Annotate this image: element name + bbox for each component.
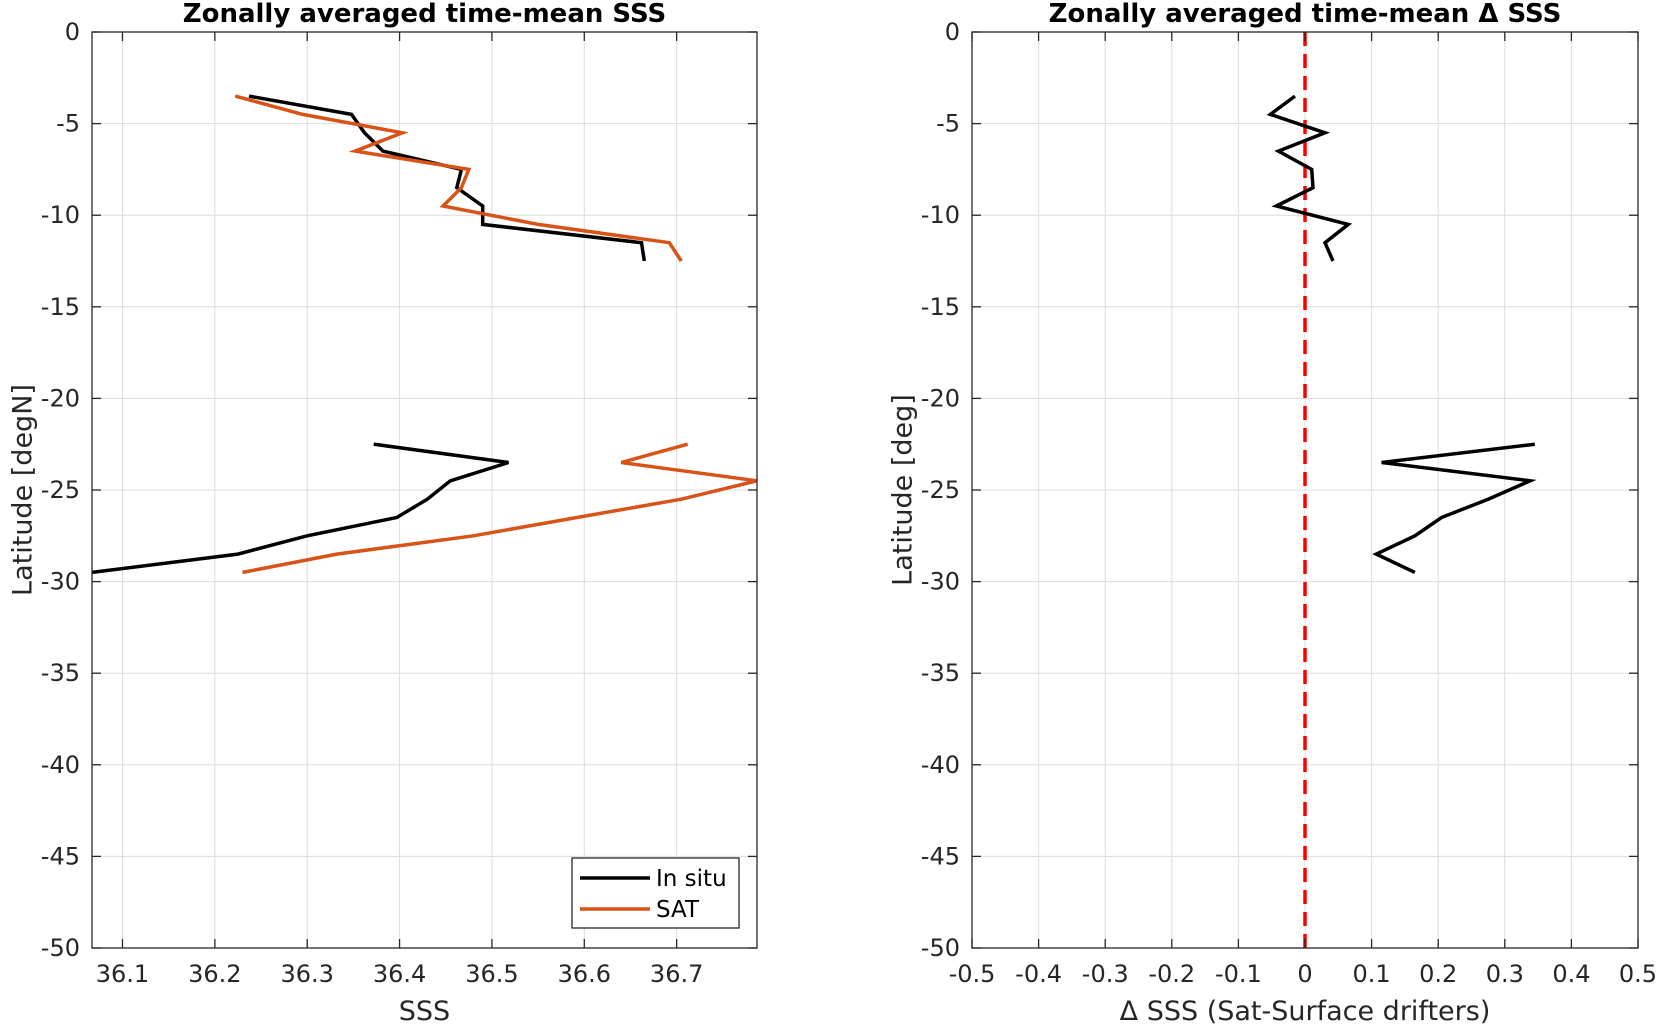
x-tick-label: 36.4	[373, 960, 426, 988]
ticks-layer: 36.1 36.2 36.3 36.4 36.5 36.6 36.7 0 -5 -10 -15 -20…	[41, 18, 757, 988]
y-tick-label: -5	[56, 110, 80, 138]
x-tick-label: 0.2	[1419, 960, 1457, 988]
y-tick-label: -45	[41, 842, 80, 870]
series-line-0-segment-0	[248, 94, 647, 262]
x-tick-label: 36.6	[558, 960, 611, 988]
y-tick-label: -40	[41, 751, 80, 779]
grid	[92, 31, 757, 949]
x-tick-label: -0.4	[1015, 960, 1062, 988]
x-axis-label: SSS	[399, 996, 450, 1025]
x-tick-label: 36.1	[96, 960, 149, 988]
x-tick-label: 0.4	[1552, 960, 1590, 988]
legend-entry-in-situ: In situ	[656, 866, 727, 892]
legend-box	[571, 857, 740, 929]
y-tick-label: -50	[921, 934, 960, 962]
y-tick-label: -45	[921, 842, 960, 870]
y-tick-label: -35	[921, 659, 960, 687]
x-tick-label: -0.3	[1082, 960, 1129, 988]
x-tick-label: 36.3	[280, 960, 333, 988]
y-tick-label: -15	[921, 293, 960, 321]
series-line-0-segment-1	[91, 442, 510, 575]
x-axis-label: Δ SSS (Sat-Surface drifters)	[1120, 996, 1491, 1025]
series-line-1-segment-1	[242, 442, 758, 575]
y-axis-label: Latitude [degN]	[7, 384, 38, 596]
series-line-1-segment-0	[234, 94, 683, 262]
series-line-0-segment-1	[1372, 442, 1537, 574]
series-layer	[1266, 94, 1537, 574]
legend-entry-sat: SAT	[656, 897, 700, 923]
y-tick-label: -5	[936, 110, 960, 138]
y-tick-label: 0	[945, 18, 960, 46]
x-tick-label: 0.1	[1353, 960, 1391, 988]
series-line-0-segment-0	[1266, 94, 1353, 262]
y-tick-label: -10	[41, 201, 80, 229]
x-tick-label: 36.7	[650, 960, 703, 988]
y-tick-label: -15	[41, 293, 80, 321]
y-tick-label: -20	[921, 384, 960, 412]
y-axis-label: Latitude [deg]	[887, 394, 918, 586]
y-tick-label: -50	[41, 934, 80, 962]
x-tick-label: 0.3	[1486, 960, 1524, 988]
y-tick-label: -25	[921, 476, 960, 504]
x-tick-label: -0.2	[1148, 960, 1195, 988]
y-tick-label: -20	[41, 384, 80, 412]
x-tick-label: -0.5	[949, 960, 996, 988]
chart-title: Zonally averaged time-mean SSS	[183, 0, 667, 29]
y-tick-label: 0	[65, 18, 80, 46]
chart-title: Zonally averaged time-mean Δ SSS	[1049, 0, 1562, 29]
sss-panel: 36.1 36.2 36.3 36.4 36.5 36.6 36.7 0 -5 -10 -15 -20…	[7, 0, 758, 1025]
x-tick-label: -0.1	[1215, 960, 1262, 988]
legend: In situ SAT	[571, 857, 740, 929]
x-tick-label: 0.5	[1619, 960, 1657, 988]
ticks-layer: -0.5 -0.4 -0.3 -0.2 -0.1 0 0.1 0.2 0.3 0.4 0.5 0 -5 -…	[921, 18, 1657, 988]
y-tick-label: -30	[921, 568, 960, 596]
x-tick-label: 36.5	[465, 960, 518, 988]
axes-frame	[971, 31, 1639, 949]
series-layer	[91, 94, 758, 575]
axes-frame	[91, 31, 758, 949]
y-tick-label: -30	[41, 568, 80, 596]
x-tick-label: 36.2	[188, 960, 241, 988]
delta-sss-panel: -0.5 -0.4 -0.3 -0.2 -0.1 0 0.1 0.2 0.3 0.4 0.5 0 -5 -…	[887, 0, 1657, 1025]
y-tick-label: -40	[921, 751, 960, 779]
y-tick-label: -35	[41, 659, 80, 687]
y-tick-label: -10	[921, 201, 960, 229]
y-tick-label: -25	[41, 476, 80, 504]
x-tick-label: 0	[1297, 960, 1312, 988]
